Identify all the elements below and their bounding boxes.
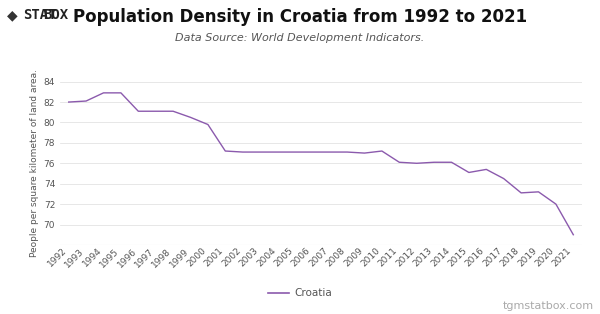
Text: tgmstatbox.com: tgmstatbox.com bbox=[503, 301, 594, 311]
Legend: Croatia: Croatia bbox=[264, 284, 336, 302]
Y-axis label: People per square kilometer of land area.: People per square kilometer of land area… bbox=[31, 69, 40, 257]
Text: STAT: STAT bbox=[23, 8, 56, 22]
Text: ◆: ◆ bbox=[7, 8, 18, 22]
Text: Data Source: World Development Indicators.: Data Source: World Development Indicator… bbox=[175, 33, 425, 43]
Text: Population Density in Croatia from 1992 to 2021: Population Density in Croatia from 1992 … bbox=[73, 8, 527, 26]
Text: BOX: BOX bbox=[43, 8, 68, 22]
